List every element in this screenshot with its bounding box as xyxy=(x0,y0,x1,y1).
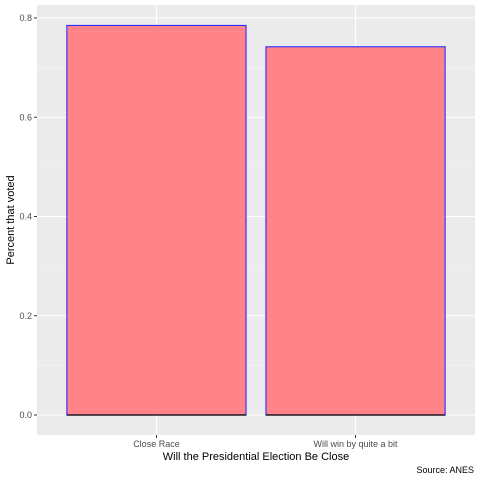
bar xyxy=(265,46,446,416)
y-tick-label: 0.8 xyxy=(19,13,32,23)
bar xyxy=(66,24,247,416)
x-tick-label: Close Race xyxy=(133,439,180,449)
bar-group xyxy=(66,24,446,416)
y-axis: 0.0 0.2 0.4 0.6 0.8 xyxy=(19,13,37,420)
y-tick-label: 0.0 xyxy=(19,410,32,420)
y-axis-title: Percent that voted xyxy=(5,175,17,264)
y-tick-label: 0.2 xyxy=(19,311,32,321)
x-tick-label: Will win by quite a bit xyxy=(314,439,399,449)
x-axis: Close Race Will win by quite a bit xyxy=(133,435,398,449)
x-axis-title: Will the Presidential Election Be Close xyxy=(163,451,349,463)
source-caption: Source: ANES xyxy=(416,465,474,475)
y-tick-label: 0.6 xyxy=(19,112,32,122)
y-tick-label: 0.4 xyxy=(19,212,32,222)
